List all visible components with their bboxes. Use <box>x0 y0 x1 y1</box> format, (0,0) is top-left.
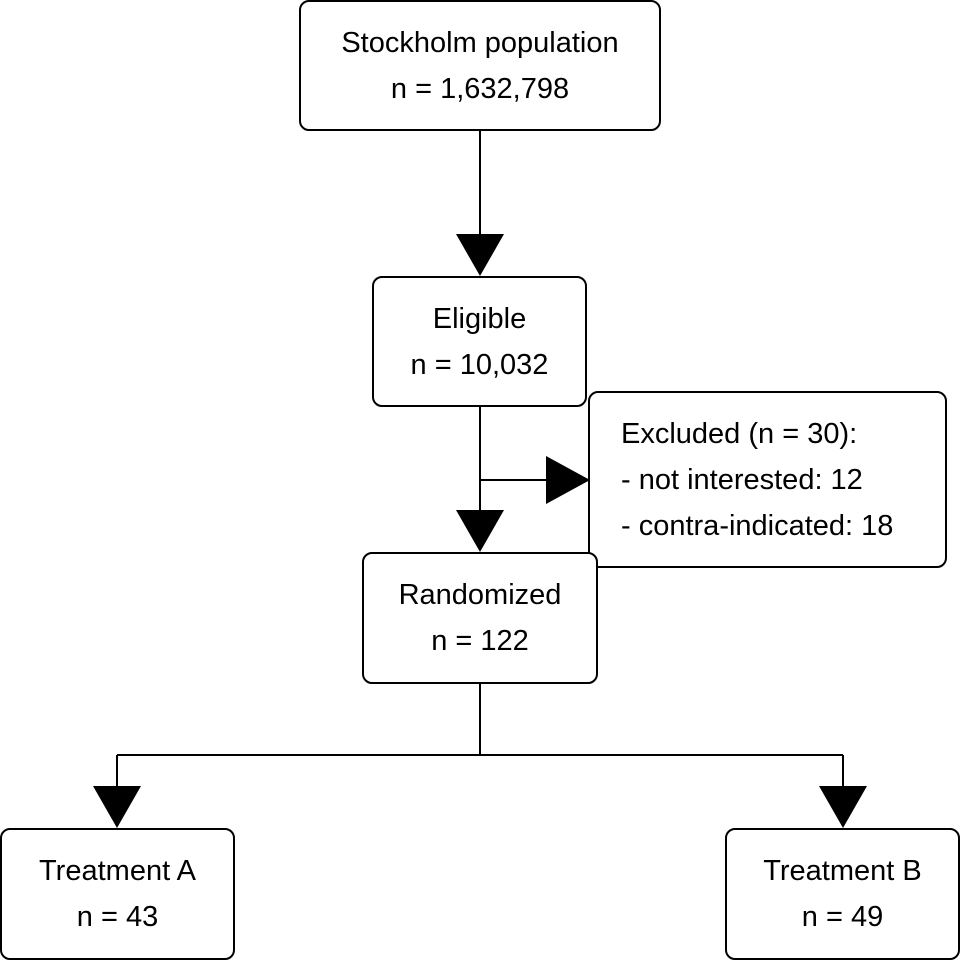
arrowhead-to-treatment-a <box>93 786 141 828</box>
population-box: Stockholm population n = 1,632,798 <box>299 0 661 131</box>
excluded-box: Excluded (n = 30): - not interested: 12 … <box>588 391 947 568</box>
arrowhead-to-eligible <box>456 234 504 276</box>
treatment-b-count: n = 49 <box>801 901 884 933</box>
arrowhead-to-randomized <box>456 510 504 552</box>
eligible-title: Eligible <box>432 302 527 335</box>
treatment-a-count: n = 43 <box>76 901 159 933</box>
randomized-box: Randomized n = 122 <box>362 552 598 684</box>
excluded-reason-contra-indicated: - contra-indicated: 18 <box>621 509 894 542</box>
arrowhead-to-treatment-b <box>819 786 867 828</box>
treatment-a-box: Treatment A n = 43 <box>0 828 235 960</box>
arrowhead-to-excluded <box>546 456 590 504</box>
randomized-title: Randomized <box>398 579 562 611</box>
treatment-a-title: Treatment A <box>39 855 196 887</box>
population-title: Stockholm population <box>341 26 619 59</box>
excluded-reason-not-interested: - not interested: 12 <box>621 463 863 496</box>
treatment-b-box: Treatment B n = 49 <box>725 828 960 960</box>
excluded-title: Excluded (n = 30): <box>621 417 858 450</box>
population-count: n = 1,632,798 <box>390 72 570 105</box>
randomized-count: n = 122 <box>431 625 529 657</box>
eligible-box: Eligible n = 10,032 <box>372 276 587 407</box>
eligible-count: n = 10,032 <box>410 348 549 381</box>
treatment-b-title: Treatment B <box>763 855 922 887</box>
